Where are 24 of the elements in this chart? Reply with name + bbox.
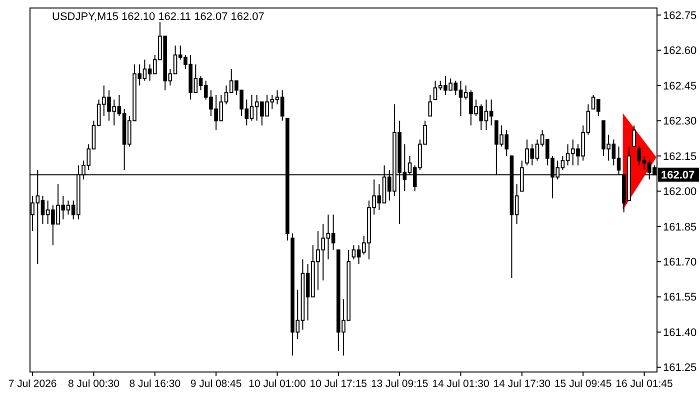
y-tick-label: 162.75 bbox=[663, 10, 697, 22]
x-tick-label: 9 Jul 08:45 bbox=[190, 378, 242, 390]
y-tick-label: 161.25 bbox=[663, 362, 697, 374]
x-tick-label: 14 Jul 17:30 bbox=[493, 378, 551, 390]
x-tick-label: 13 Jul 09:15 bbox=[370, 378, 428, 390]
x-tick-label: 15 Jul 09:45 bbox=[554, 378, 612, 390]
x-tick-label: 8 Jul 00:30 bbox=[68, 378, 120, 390]
x-tick-label: 10 Jul 17:15 bbox=[310, 378, 368, 390]
y-tick-label: 161.40 bbox=[663, 326, 697, 339]
y-tick-label: 162.00 bbox=[663, 186, 697, 198]
x-tick-label: 7 Jul 2026 bbox=[8, 378, 57, 390]
y-tick-label: 161.55 bbox=[663, 292, 697, 304]
y-tick-label: 162.30 bbox=[663, 116, 697, 128]
chart-title: USDJPY,M15 162.10 162.11 162.07 162.07 bbox=[52, 11, 264, 23]
x-tick-label: 16 Jul 01:45 bbox=[616, 378, 674, 390]
x-tick-label: 8 Jul 16:30 bbox=[129, 378, 181, 390]
y-tick-label: 161.70 bbox=[663, 256, 697, 268]
x-tick-label: 14 Jul 01:30 bbox=[432, 378, 490, 390]
y-tick-label: 162.45 bbox=[663, 80, 697, 92]
ref-line-label: 162.07 bbox=[661, 170, 695, 182]
y-tick-label: 161.85 bbox=[663, 221, 697, 234]
x-tick-label: 10 Jul 01:00 bbox=[248, 378, 306, 390]
y-tick-label: 162.60 bbox=[663, 45, 697, 58]
y-tick-label: 162.15 bbox=[663, 150, 697, 163]
